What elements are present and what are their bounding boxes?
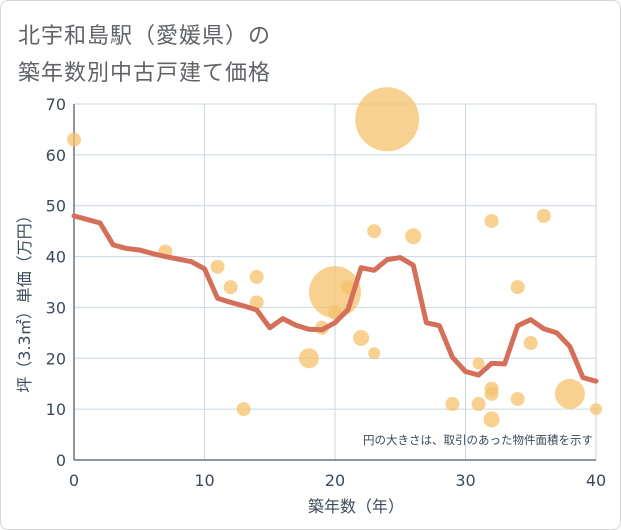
y-axis-ticks: 0 10 20 30 40 50 60 70 <box>46 95 66 470</box>
data-bubble <box>510 280 525 295</box>
y-tick-label: 60 <box>46 146 66 165</box>
data-bubble <box>236 402 251 417</box>
x-tick-label: 10 <box>194 471 214 490</box>
data-bubble <box>249 269 264 284</box>
trend-line <box>71 213 599 384</box>
chart-title-line-2: 築年数別中古戸建て価格 <box>18 61 272 86</box>
data-bubble <box>67 132 81 147</box>
data-bubble <box>298 348 319 369</box>
y-tick-label: 50 <box>46 197 66 216</box>
data-bubble <box>405 228 422 245</box>
data-bubble <box>367 224 382 239</box>
data-bubble <box>353 329 370 346</box>
data-bubble <box>523 336 538 351</box>
data-bubble <box>223 280 238 295</box>
y-axis-label: 坪（3.3㎡）単価（万円） <box>15 207 34 392</box>
chart-title-line-1: 北宇和島駅（愛媛県）の <box>18 24 272 49</box>
y-tick-label: 40 <box>46 248 66 267</box>
x-tick-label: 20 <box>325 471 345 490</box>
data-bubble <box>445 397 460 412</box>
y-tick-label: 20 <box>46 349 66 368</box>
bubble-size-note: 円の大きさは、取引のあった物件面積を示す <box>363 433 593 447</box>
data-bubble <box>590 403 602 416</box>
data-bubble <box>554 378 585 409</box>
x-tick-label: 30 <box>455 471 475 490</box>
y-tick-label: 70 <box>46 95 66 114</box>
data-bubble <box>355 87 420 152</box>
x-tick-label: 40 <box>586 471 606 490</box>
data-bubble <box>484 213 499 228</box>
bubble-series <box>67 87 602 428</box>
data-bubble <box>483 411 500 428</box>
data-bubble <box>471 397 486 412</box>
y-tick-label: 0 <box>56 451 66 470</box>
data-bubble <box>210 259 225 274</box>
data-bubble <box>368 347 381 360</box>
data-bubble <box>249 295 264 310</box>
data-bubble <box>472 357 485 370</box>
y-tick-label: 30 <box>46 298 66 317</box>
data-bubble <box>484 386 499 401</box>
y-tick-label: 10 <box>46 400 66 419</box>
data-bubble <box>536 208 551 223</box>
data-bubble <box>510 391 525 406</box>
x-axis-label: 築年数（年） <box>308 497 404 516</box>
x-tick-label: 0 <box>69 471 79 490</box>
x-axis-ticks: 0 10 20 30 40 <box>69 471 606 490</box>
